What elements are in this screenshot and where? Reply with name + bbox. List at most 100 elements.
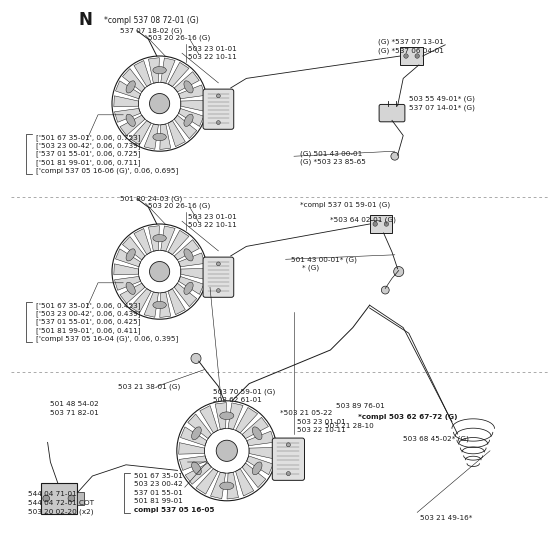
Ellipse shape xyxy=(126,114,136,127)
Ellipse shape xyxy=(153,67,166,74)
Ellipse shape xyxy=(126,81,136,93)
Text: *compl 503 62 67-72 (G): *compl 503 62 67-72 (G) xyxy=(358,414,458,420)
Polygon shape xyxy=(160,124,171,150)
Circle shape xyxy=(286,443,291,447)
Circle shape xyxy=(216,440,237,461)
Polygon shape xyxy=(242,463,266,488)
FancyBboxPatch shape xyxy=(203,89,234,129)
Text: (G) *537 06 04-01: (G) *537 06 04-01 xyxy=(378,47,444,54)
Polygon shape xyxy=(114,109,141,122)
Polygon shape xyxy=(130,288,151,313)
Polygon shape xyxy=(123,68,145,92)
Polygon shape xyxy=(174,72,199,92)
Circle shape xyxy=(217,120,220,124)
Ellipse shape xyxy=(253,427,262,440)
Ellipse shape xyxy=(126,249,136,261)
Text: 537 01 55-01: 537 01 55-01 xyxy=(134,490,183,496)
Polygon shape xyxy=(181,100,206,111)
Polygon shape xyxy=(160,292,171,318)
Text: 501 43 00-01* (G): 501 43 00-01* (G) xyxy=(291,256,357,263)
Polygon shape xyxy=(114,277,141,290)
FancyBboxPatch shape xyxy=(203,257,234,297)
Text: ['537 01 55-01', 0.06, 0.725]: ['537 01 55-01', 0.06, 0.725] xyxy=(36,151,141,157)
Polygon shape xyxy=(242,417,268,438)
Circle shape xyxy=(384,222,389,226)
Text: 501 80 24-03 (G): 501 80 24-03 (G) xyxy=(120,195,183,202)
Polygon shape xyxy=(179,85,205,99)
Circle shape xyxy=(68,495,75,502)
Polygon shape xyxy=(134,228,151,255)
Circle shape xyxy=(217,262,220,266)
Circle shape xyxy=(404,54,408,58)
Polygon shape xyxy=(236,408,258,433)
Ellipse shape xyxy=(192,427,201,440)
Circle shape xyxy=(191,353,201,363)
Polygon shape xyxy=(174,240,199,260)
Polygon shape xyxy=(174,115,197,139)
Text: (G) 501 43 00-01: (G) 501 43 00-01 xyxy=(300,150,362,157)
Text: 503 20 26-16 (G): 503 20 26-16 (G) xyxy=(148,34,211,41)
Polygon shape xyxy=(144,124,158,150)
Polygon shape xyxy=(185,463,212,484)
Text: (G) *537 07 13-01: (G) *537 07 13-01 xyxy=(378,38,444,45)
Bar xyxy=(41,483,77,514)
Polygon shape xyxy=(247,456,273,475)
Polygon shape xyxy=(148,58,160,83)
Text: * (G): * (G) xyxy=(302,264,320,271)
Polygon shape xyxy=(148,226,160,251)
Polygon shape xyxy=(114,96,138,107)
Text: 503 71 82-01: 503 71 82-01 xyxy=(50,410,99,416)
Text: N: N xyxy=(78,11,92,29)
Ellipse shape xyxy=(184,249,193,261)
Text: (G) *503 23 85-65: (G) *503 23 85-65 xyxy=(300,158,366,165)
Polygon shape xyxy=(179,456,207,470)
Polygon shape xyxy=(115,81,141,99)
Polygon shape xyxy=(215,403,227,430)
Text: 503 22 10-11: 503 22 10-11 xyxy=(188,54,236,60)
Text: *compl 537 01 59-01 (G): *compl 537 01 59-01 (G) xyxy=(300,201,390,208)
Polygon shape xyxy=(115,249,141,267)
Polygon shape xyxy=(181,268,206,279)
Text: 503 21 49-16*: 503 21 49-16* xyxy=(420,515,473,521)
Text: *503 64 02-01 (G): *503 64 02-01 (G) xyxy=(330,216,396,223)
Text: 537 07 14-01* (G): 537 07 14-01* (G) xyxy=(409,104,475,111)
Ellipse shape xyxy=(184,114,193,127)
Text: 537 07 18-02 (G): 537 07 18-02 (G) xyxy=(120,27,183,34)
Ellipse shape xyxy=(184,81,193,93)
Text: 503 22 10-11: 503 22 10-11 xyxy=(297,427,346,433)
Text: ['501 67 35-01', 0.06, 0.453]: ['501 67 35-01', 0.06, 0.453] xyxy=(36,302,141,309)
Polygon shape xyxy=(161,58,175,83)
Polygon shape xyxy=(227,472,239,499)
Ellipse shape xyxy=(153,133,166,141)
Polygon shape xyxy=(134,60,151,87)
Text: ['501 81 99-01', 0.06, 0.711]: ['501 81 99-01', 0.06, 0.711] xyxy=(36,159,141,166)
Polygon shape xyxy=(236,469,254,496)
FancyBboxPatch shape xyxy=(272,438,305,480)
Circle shape xyxy=(391,152,399,160)
Polygon shape xyxy=(188,414,212,438)
Polygon shape xyxy=(200,405,218,433)
Polygon shape xyxy=(168,120,185,147)
Polygon shape xyxy=(180,427,207,446)
Text: ['503 23 00-42', 0.06, 0.439]: ['503 23 00-42', 0.06, 0.439] xyxy=(36,310,141,317)
Text: *compl 537 08 72-01 (G): *compl 537 08 72-01 (G) xyxy=(104,16,198,25)
Polygon shape xyxy=(120,115,145,136)
Polygon shape xyxy=(228,403,243,430)
Text: 503 23 01-01: 503 23 01-01 xyxy=(188,214,236,220)
Polygon shape xyxy=(179,253,205,267)
Text: 501 48 54-02: 501 48 54-02 xyxy=(50,402,99,407)
Text: compl 537 05 16-05: compl 537 05 16-05 xyxy=(134,507,215,512)
Text: 503 23 00-42: 503 23 00-42 xyxy=(134,482,183,487)
Text: 503 62 61-01: 503 62 61-01 xyxy=(213,398,262,403)
Text: 503 55 49-01* (G): 503 55 49-01* (G) xyxy=(409,96,475,102)
Ellipse shape xyxy=(192,462,201,475)
FancyBboxPatch shape xyxy=(379,105,405,122)
Circle shape xyxy=(217,94,220,98)
Text: 503 20 02-20 (x2): 503 20 02-20 (x2) xyxy=(28,508,94,515)
Text: 501 81 99-01: 501 81 99-01 xyxy=(134,498,183,504)
Text: 503 20 26-16 (G): 503 20 26-16 (G) xyxy=(148,202,211,209)
Text: 503 68 45-02* (G): 503 68 45-02* (G) xyxy=(403,435,469,442)
Circle shape xyxy=(394,267,404,277)
Text: 503 21 28-10: 503 21 28-10 xyxy=(325,423,374,428)
Bar xyxy=(400,47,423,65)
